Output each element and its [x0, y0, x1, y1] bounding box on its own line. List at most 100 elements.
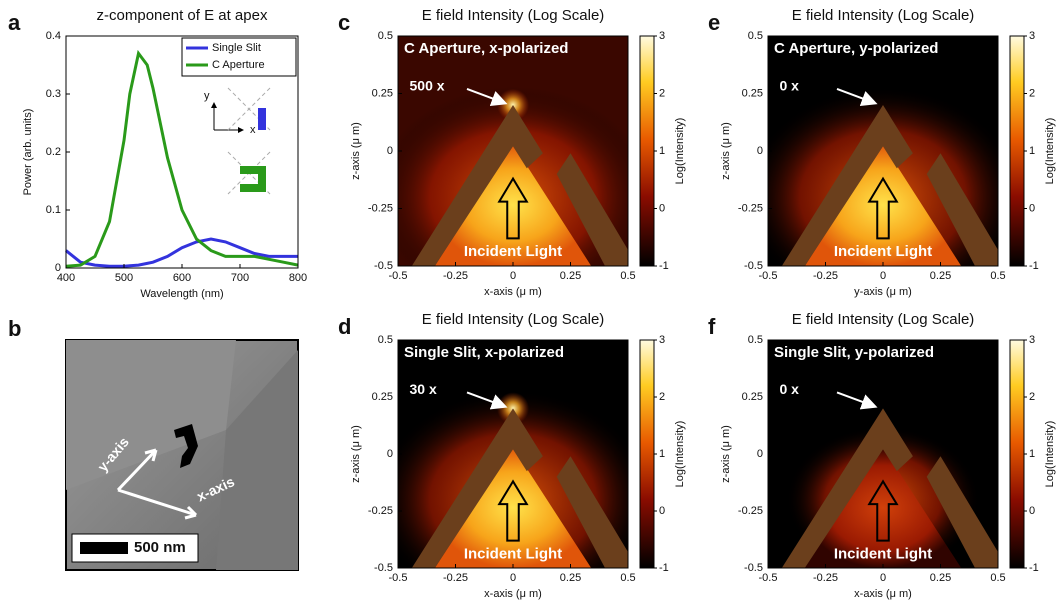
inset-slit: [258, 108, 266, 130]
y-tick-label: 0: [757, 145, 763, 157]
x-tick-label: 0.25: [930, 572, 951, 584]
colorbar-tick-label: -1: [1029, 562, 1039, 574]
y-axis-label: z-axis (μ m): [720, 122, 732, 180]
x-tick-label: -0.25: [813, 270, 838, 282]
y-axis-label: z-axis (μ m): [350, 122, 362, 180]
panel-title: C Aperture, y-polarized: [774, 40, 938, 57]
x-axis-label: x-axis (μ m): [854, 588, 912, 600]
colorbar: [1010, 340, 1024, 568]
colorbar-tick-label: -1: [659, 562, 669, 574]
annotation: Incident Light: [834, 243, 932, 260]
colorbar-tick-label: 2: [659, 391, 665, 403]
y-tick-label: 0: [757, 448, 763, 460]
panel-label: c: [338, 10, 350, 35]
y-tick-label: 0.25: [742, 391, 763, 403]
y-tick-label: -0.5: [744, 260, 763, 272]
colorbar-tick-label: 2: [659, 87, 665, 99]
panel-title: C Aperture, x-polarized: [404, 40, 568, 57]
chart-title: E field Intensity (Log Scale): [792, 311, 975, 328]
enhancement: 500 x: [410, 77, 445, 93]
y-tick-label: 0.5: [748, 334, 763, 346]
colorbar-tick-label: -1: [1029, 260, 1039, 272]
y-axis-label: z-axis (μ m): [350, 425, 362, 483]
enhancement: 0 x: [780, 381, 800, 397]
inset-label: y: [204, 90, 210, 102]
x-tick-label: 0.5: [990, 572, 1005, 584]
colorbar: [640, 36, 654, 266]
colorbar-label: Log(Intensity): [1044, 118, 1056, 185]
y-tick-label: -0.25: [368, 505, 393, 517]
chart-title: z-component of E at apex: [97, 7, 268, 24]
colorbar-tick-label: 3: [659, 30, 665, 42]
x-tick-label: 0.25: [560, 270, 581, 282]
x-axis-label: Wavelength (nm): [140, 288, 223, 300]
colorbar-tick-label: 0: [659, 505, 665, 517]
annotation: Incident Light: [464, 545, 562, 562]
y-tick-label: -0.5: [374, 562, 393, 574]
panel-label: a: [8, 10, 21, 35]
x-tick-label: 0: [880, 270, 886, 282]
y-tick-label: -0.25: [738, 202, 763, 214]
y-tick-label: 0.25: [742, 87, 763, 99]
field-image: [768, 340, 998, 573]
inset-label: x: [250, 124, 256, 136]
x-tick-label: 600: [173, 272, 191, 284]
x-tick-label: 500: [115, 272, 133, 284]
colorbar-tick-label: 1: [1029, 145, 1035, 157]
colorbar-tick-label: 1: [659, 145, 665, 157]
y-tick-label: 0.3: [46, 88, 61, 100]
colorbar-label: Log(Intensity): [1044, 421, 1056, 488]
x-tick-label: 0.25: [930, 270, 951, 282]
panel-title: Single Slit, x-polarized: [404, 344, 564, 361]
y-axis-label: Power (arb. units): [22, 109, 34, 196]
colorbar-tick-label: 0: [1029, 202, 1035, 214]
colorbar-tick-label: -1: [659, 260, 669, 272]
y-tick-label: -0.5: [744, 562, 763, 574]
panel-label: f: [708, 314, 716, 339]
chart-title: E field Intensity (Log Scale): [422, 311, 605, 328]
y-tick-label: 0: [387, 448, 393, 460]
x-tick-label: 0: [880, 572, 886, 584]
colorbar: [1010, 36, 1024, 266]
x-tick-label: 800: [289, 272, 307, 284]
x-tick-label: 0.5: [620, 270, 635, 282]
y-axis-label: z-axis (μ m): [720, 425, 732, 483]
panel-label: e: [708, 10, 720, 35]
x-tick-label: -0.25: [813, 572, 838, 584]
y-tick-label: 0.5: [748, 30, 763, 42]
colorbar-label: Log(Intensity): [674, 421, 686, 488]
panel-label: d: [338, 314, 351, 339]
colorbar-tick-label: 0: [659, 202, 665, 214]
x-tick-label: 0: [510, 270, 516, 282]
enhancement: 0 x: [780, 77, 800, 93]
colorbar-tick-label: 1: [1029, 448, 1035, 460]
colorbar-label: Log(Intensity): [674, 118, 686, 185]
x-tick-label: 700: [231, 272, 249, 284]
panel-title: Single Slit, y-polarized: [774, 344, 934, 361]
figure: 40050060070080000.10.20.30.4z-component …: [0, 0, 1062, 609]
x-axis-label: x-axis (μ m): [484, 588, 542, 600]
chart-title: E field Intensity (Log Scale): [792, 7, 975, 24]
annotation: Incident Light: [834, 545, 932, 562]
y-tick-label: -0.5: [374, 260, 393, 272]
colorbar-tick-label: 2: [1029, 87, 1035, 99]
y-tick-label: 0.5: [378, 30, 393, 42]
colorbar-tick-label: 2: [1029, 391, 1035, 403]
x-tick-label: -0.25: [443, 572, 468, 584]
colorbar-tick-label: 3: [1029, 30, 1035, 42]
y-tick-label: 0: [387, 145, 393, 157]
colorbar-tick-label: 0: [1029, 505, 1035, 517]
y-tick-label: 0.25: [372, 391, 393, 403]
y-tick-label: -0.25: [368, 202, 393, 214]
x-tick-label: -0.25: [443, 270, 468, 282]
y-tick-label: 0.25: [372, 87, 393, 99]
scale-bar-label: 500 nm: [134, 539, 186, 556]
y-tick-label: 0.2: [46, 146, 61, 158]
panel-label: b: [8, 316, 21, 341]
y-tick-label: 0: [55, 262, 61, 274]
x-axis-label: x-axis (μ m): [484, 286, 542, 298]
x-axis-label: y-axis (μ m): [854, 286, 912, 298]
scale-bar: [80, 542, 128, 554]
legend-label: Single Slit: [212, 42, 261, 54]
chart-title: E field Intensity (Log Scale): [422, 7, 605, 24]
